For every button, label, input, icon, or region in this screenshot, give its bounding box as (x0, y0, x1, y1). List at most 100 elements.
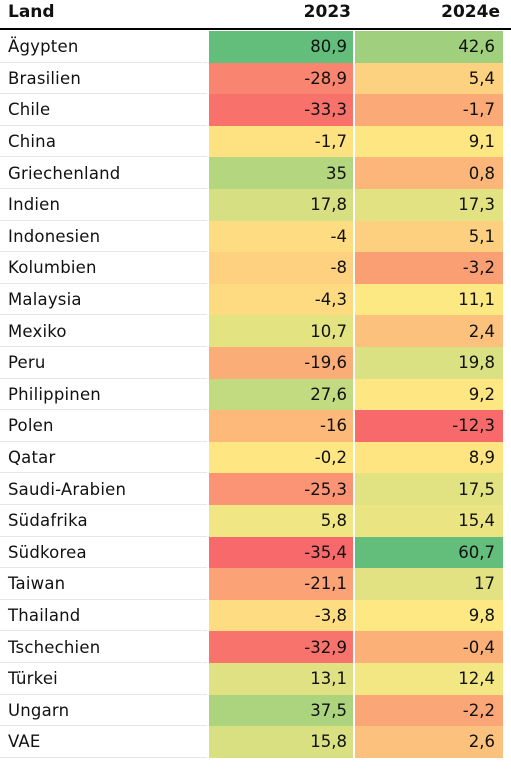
table-row: Taiwan -21,1 17 (0, 568, 511, 600)
cell-2023: 37,5 (209, 694, 353, 727)
table-row: Ägypten 80,9 42,6 (0, 31, 511, 63)
cell-2024e: 11,1 (355, 283, 503, 316)
row-divider (0, 282, 207, 284)
cell-2024e: 0,8 (355, 157, 503, 189)
cell-2024e: -2,2 (355, 694, 503, 727)
table-row: Thailand -3,8 9,8 (0, 599, 511, 632)
row-land: Griechenland (8, 163, 121, 183)
row-land: Chile (8, 100, 51, 120)
table-row: Malaysia -4,3 11,1 (0, 283, 511, 316)
row-land: Ägypten (8, 37, 79, 57)
row-divider (0, 156, 207, 158)
cell-2023: -21,1 (209, 568, 353, 600)
table-row: Südafrika 5,8 15,4 (0, 505, 511, 537)
table-row: VAE 15,8 2,6 (0, 726, 511, 758)
cell-2024e: 5,4 (355, 62, 503, 95)
row-divider (0, 598, 207, 600)
cell-2023: -3,8 (209, 599, 353, 632)
table-row: Mexiko 10,7 2,4 (0, 315, 511, 347)
cell-2024e: 15,4 (355, 505, 503, 537)
cell-2023: -35,4 (209, 536, 353, 569)
cell-2024e: 9,8 (355, 599, 503, 632)
table-row: Polen -16 -12,3 (0, 410, 511, 442)
row-divider (0, 409, 207, 411)
row-land: Saudi-Arabien (8, 479, 127, 499)
row-divider (0, 535, 207, 537)
row-land: VAE (8, 732, 41, 752)
cell-2024e: -1,7 (355, 94, 503, 126)
header-land: Land (8, 2, 55, 22)
table-row: Ungarn 37,5 -2,2 (0, 694, 511, 727)
cell-2024e: 2,4 (355, 315, 503, 347)
cell-2023: -32,9 (209, 631, 353, 663)
row-divider (0, 187, 207, 189)
cell-2023: 5,8 (209, 505, 353, 537)
cell-2024e: 17 (355, 568, 503, 600)
table-row: Saudi-Arabien -25,3 17,5 (0, 473, 511, 505)
row-divider (0, 251, 207, 253)
cell-2024e: -0,4 (355, 631, 503, 663)
cell-2024e: -12,3 (355, 410, 503, 442)
cell-2024e: 42,6 (355, 31, 503, 63)
row-land: Polen (8, 416, 54, 436)
row-divider (0, 377, 207, 379)
cell-2023: -33,3 (209, 94, 353, 126)
cell-2024e: 9,2 (355, 378, 503, 411)
cell-2023: -28,9 (209, 62, 353, 95)
cell-2023: -0,2 (209, 441, 353, 474)
table-row: Philippinen 27,6 9,2 (0, 378, 511, 411)
row-land: Mexiko (8, 321, 67, 341)
row-land: Ungarn (8, 700, 70, 720)
row-divider (0, 503, 207, 505)
cell-2023: 10,7 (209, 315, 353, 347)
cell-2023: -16 (209, 410, 353, 442)
row-land: Indonesien (8, 226, 101, 246)
row-land: Südkorea (8, 542, 87, 562)
cell-2024e: 8,9 (355, 441, 503, 474)
table-row: Indonesien -4 5,1 (0, 220, 511, 253)
table-row: China -1,7 9,1 (0, 125, 511, 158)
row-land: Thailand (8, 606, 81, 626)
row-land: Kolumbien (8, 258, 97, 278)
row-divider (0, 61, 207, 63)
row-land: Taiwan (8, 574, 66, 594)
cell-2024e: 17,5 (355, 473, 503, 505)
table-row: Kolumbien -8 -3,2 (0, 252, 511, 284)
cell-2023: -19,6 (209, 347, 353, 379)
cell-2024e: -3,2 (355, 252, 503, 284)
row-land: Malaysia (8, 290, 82, 310)
row-divider (0, 314, 207, 316)
cell-2023: 27,6 (209, 378, 353, 411)
header-2024e: 2024e (441, 2, 500, 22)
header-2023: 2023 (303, 2, 351, 22)
cell-2023: -25,3 (209, 473, 353, 505)
table-row: Tschechien -32,9 -0,4 (0, 631, 511, 663)
row-divider (0, 472, 207, 474)
row-land: Türkei (8, 669, 58, 689)
row-divider (0, 630, 207, 632)
row-divider (0, 567, 207, 569)
row-divider (0, 345, 207, 347)
cell-2024e: 9,1 (355, 125, 503, 158)
row-land: Indien (8, 195, 61, 215)
table-row: Südkorea -35,4 60,7 (0, 536, 511, 569)
row-land: Peru (8, 353, 46, 373)
cell-2023: 80,9 (209, 31, 353, 63)
row-land: China (8, 132, 57, 152)
cell-2023: 13,1 (209, 663, 353, 695)
row-land: Qatar (8, 448, 56, 468)
table-row: Chile -33,3 -1,7 (0, 94, 511, 126)
row-divider (0, 440, 207, 442)
row-divider (0, 756, 207, 758)
cell-2024e: 17,3 (355, 189, 503, 221)
cell-2023: -1,7 (209, 125, 353, 158)
cell-2024e: 60,7 (355, 536, 503, 569)
table-header: Land 2023 2024e (0, 0, 511, 30)
cell-2024e: 5,1 (355, 220, 503, 253)
row-land: Tschechien (8, 637, 101, 657)
cell-2024e: 12,4 (355, 663, 503, 695)
table-row: Griechenland 35 0,8 (0, 157, 511, 189)
row-land: Brasilien (8, 68, 81, 88)
cell-2023: -8 (209, 252, 353, 284)
row-divider (0, 661, 207, 663)
